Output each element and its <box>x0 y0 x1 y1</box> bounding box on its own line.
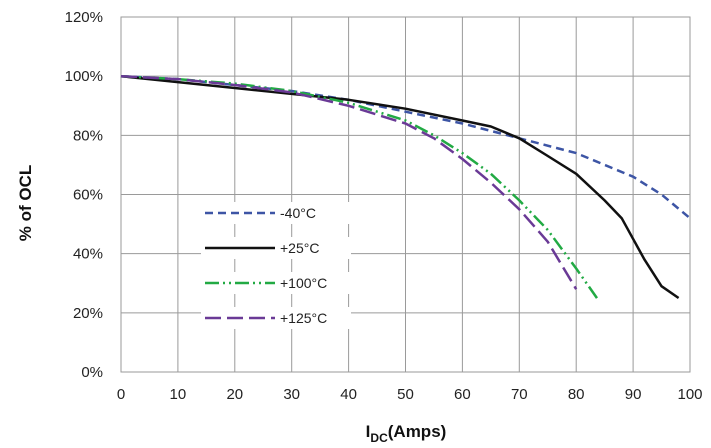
legend-label: +100°C <box>280 275 327 291</box>
y-tick-label: 20% <box>73 305 103 322</box>
x-tick-label: 100 <box>677 386 702 403</box>
y-tick-label: 80% <box>73 127 103 144</box>
legend-label: +125°C <box>280 310 327 326</box>
x-tick-label: 60 <box>454 386 471 403</box>
series-line <box>120 74 578 290</box>
legend-label: +25°C <box>280 240 319 256</box>
legend: -40°C +25°C +100°C +125°C <box>201 202 351 329</box>
y-tick-label: 120% <box>65 9 103 26</box>
series-group <box>120 74 691 302</box>
y-tick-label: 100% <box>65 68 103 85</box>
x-tick-label: 70 <box>511 386 528 403</box>
x-tick-label: 50 <box>397 386 414 403</box>
legend-label: -40°C <box>280 205 316 221</box>
y-tick-label: 40% <box>73 246 103 263</box>
y-tick-labels: 0% 20% 40% 60% 80% 100% 120% <box>65 9 103 381</box>
x-tick-label: 40 <box>340 386 357 403</box>
y-tick-label: 0% <box>81 364 103 381</box>
series-line <box>120 74 601 302</box>
x-axis-title-sub: DC <box>370 431 388 445</box>
series-line <box>120 74 691 220</box>
x-tick-label: 20 <box>226 386 243 403</box>
legend-entry-bg <box>201 202 351 224</box>
x-axis-title: IDC(Amps) <box>366 422 447 445</box>
x-tick-label: 90 <box>625 386 642 403</box>
x-tick-label: 80 <box>568 386 585 403</box>
x-axis-title-rest: (Amps) <box>388 422 447 441</box>
x-axis-title-main: I <box>366 422 371 441</box>
legend-entry-bg <box>201 307 351 329</box>
legend-entry-bg <box>201 272 351 294</box>
x-tick-label: 10 <box>170 386 187 403</box>
y-axis-title: % of OCL <box>16 165 35 242</box>
x-tick-label: 30 <box>283 386 300 403</box>
x-tick-label: 0 <box>117 386 125 403</box>
series-line <box>120 74 680 300</box>
y-tick-label: 60% <box>73 187 103 204</box>
legend-entry-bg <box>201 237 351 259</box>
x-tick-labels: 0 10 20 30 40 50 60 70 80 90 100 <box>117 386 703 403</box>
